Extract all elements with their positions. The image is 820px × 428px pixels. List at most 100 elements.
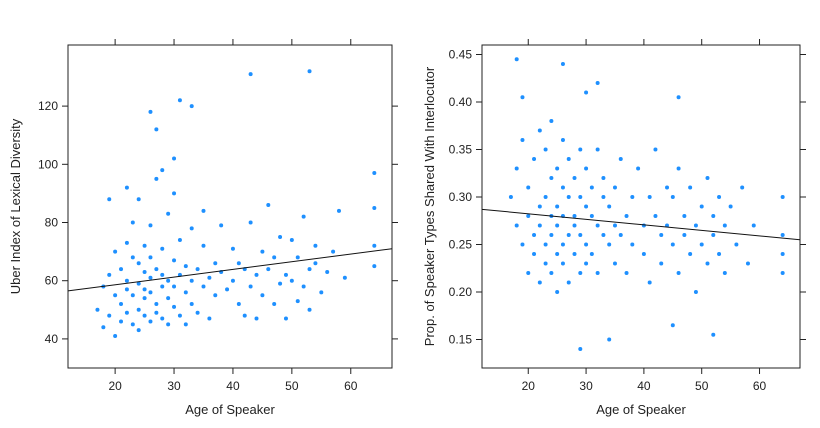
data-point [201,284,206,289]
data-point [189,226,194,231]
x-tick-label: 40 [226,379,240,393]
data-point [572,223,577,228]
data-point [607,242,612,247]
data-point [189,301,194,306]
data-point [555,290,560,294]
data-point [130,293,135,298]
data-point [693,223,698,228]
data-point [734,242,739,247]
data-point [160,246,165,251]
chart-panel-2: 20 30 40 50 60 0.15 0.20 0.25 0.30 0.35 0.40 0.45 Ag… [422,39,806,417]
data-point [183,264,188,269]
data-point [601,233,606,237]
data-point [537,128,542,133]
data-point [722,271,727,275]
data-point [532,157,537,161]
data-point [659,233,664,237]
data-point [154,176,159,181]
data-point [601,195,606,199]
data-point [154,267,159,272]
data-point [95,307,100,312]
data-point [236,261,241,266]
data-point [584,166,589,171]
data-point [289,278,294,283]
data-point [711,332,716,337]
data-point [130,220,135,225]
data-point [560,138,565,142]
data-point [532,252,537,256]
data-point [578,271,583,275]
data-point [595,147,600,152]
data-point [372,171,377,176]
data-point [584,90,589,95]
data-point [584,204,589,209]
data-point [595,271,600,275]
data-point [248,72,253,77]
data-point [514,223,519,228]
data-point [101,325,106,330]
data-point [266,267,271,272]
data-point [751,223,756,228]
data-point [372,205,377,210]
data-point [372,264,377,269]
data-point [653,147,658,152]
data-point [154,310,159,315]
data-point [653,214,658,218]
data-point [107,272,112,277]
data-point [124,287,129,292]
y-tick-label: 60 [45,274,59,288]
data-point [177,237,182,242]
data-point [589,252,594,256]
plot-frame [67,44,393,369]
data-point [578,195,583,199]
data-point [248,284,253,289]
data-point [578,147,583,152]
data-point [142,269,147,274]
data-point [219,223,224,228]
data-point [526,271,531,275]
data-point [555,223,560,228]
data-point [555,252,560,256]
data-point [641,223,646,228]
data-point [278,235,283,240]
data-point [336,208,341,213]
data-point [514,57,519,62]
data-point [699,204,704,209]
data-point [682,233,687,237]
data-point [313,261,318,266]
data-point [307,267,312,272]
data-point [624,271,629,275]
y-tick-label: 0.20 [449,285,473,299]
data-point [670,242,675,247]
y-tick-label: 100 [38,157,58,171]
y-tick-label: 0.40 [449,95,473,109]
data-point [543,147,548,152]
data-point [166,322,171,327]
data-point [295,299,300,304]
data-point [659,261,664,266]
data-point [160,316,165,321]
data-point [307,69,312,74]
data-point [248,220,253,225]
data-point [566,195,571,199]
data-point [266,203,271,208]
data-point [207,275,212,280]
data-point [172,304,177,309]
data-point [295,255,300,260]
data-point [331,249,336,254]
data-point [148,109,153,114]
data-point [566,157,571,161]
data-point [636,166,641,171]
data-point [705,261,710,266]
x-tick-label: 50 [695,379,709,393]
data-point [283,272,288,277]
data-point [618,233,623,237]
data-point [166,296,171,301]
data-point [670,195,675,199]
y-tick-label: 0.30 [449,190,473,204]
data-point [172,284,177,289]
data-point [665,185,670,190]
data-point [560,62,565,66]
data-point [566,280,571,285]
data-point [130,255,135,260]
